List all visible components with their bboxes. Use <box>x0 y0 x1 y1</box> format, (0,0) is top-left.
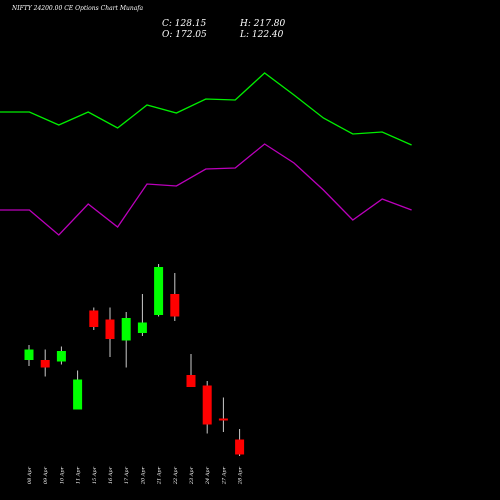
candle <box>202 381 212 434</box>
x-tick-label: 10 Apr <box>59 466 65 484</box>
high-value: H: 217.80 <box>240 19 286 29</box>
upper-band-line <box>0 72 412 146</box>
candle-body-up <box>154 267 164 315</box>
candle-body-up <box>137 322 147 333</box>
candle-body-down <box>170 294 180 317</box>
candle <box>40 349 50 377</box>
candle-body-down <box>202 385 212 425</box>
candle-body-up <box>24 349 34 360</box>
candle-body-up <box>73 379 83 410</box>
chart-title: NIFTY 24200.00 CE Options Chart Munafa <box>12 5 144 12</box>
open-value: O: 172.05 <box>162 30 207 40</box>
lower-band-line <box>0 143 412 236</box>
band-lines <box>0 72 412 236</box>
x-tick-label: 15 Apr <box>92 466 98 484</box>
x-tick-label: 16 Apr <box>108 466 114 484</box>
candle-body-up <box>56 351 66 362</box>
x-tick-label: 11 Apr <box>76 466 82 484</box>
x-tick-label: 27 Apr <box>221 466 227 485</box>
x-tick-label: 09 Apr <box>43 466 49 484</box>
x-tick-label: 28 Apr <box>238 466 244 485</box>
x-tick-label: 22 Apr <box>173 466 179 485</box>
x-axis-labels: 08 Apr 09 Apr 10 Apr 11 Apr 15 Apr 16 Apr 17 A… <box>27 466 244 485</box>
candle <box>186 354 196 387</box>
x-tick-label: 08 Apr <box>27 466 33 484</box>
candle-body-down <box>218 418 228 421</box>
x-tick-label: 21 Apr <box>157 466 163 485</box>
close-value: C: 128.15 <box>162 19 207 29</box>
candle <box>235 429 245 456</box>
candle <box>105 307 115 357</box>
candle-body-down <box>105 319 115 339</box>
candle <box>56 346 66 365</box>
x-tick-label: 20 Apr <box>140 466 146 485</box>
x-tick-label: 23 Apr <box>189 466 195 485</box>
candle <box>154 264 164 317</box>
x-tick-label: 17 Apr <box>124 466 130 484</box>
candle <box>89 307 99 330</box>
candle-body-down <box>235 439 245 455</box>
candle-body-down <box>40 360 50 368</box>
candle-body-up <box>121 318 131 341</box>
candle <box>137 294 147 336</box>
candle <box>170 273 180 321</box>
low-value: L: 122.40 <box>240 30 284 40</box>
candle-body-down <box>89 310 99 327</box>
candle-body-down <box>186 375 196 387</box>
candle <box>24 345 34 366</box>
candles <box>24 264 245 456</box>
x-tick-label: 24 Apr <box>205 466 211 485</box>
candle <box>218 397 228 432</box>
candle <box>121 312 131 368</box>
candle <box>73 370 83 410</box>
